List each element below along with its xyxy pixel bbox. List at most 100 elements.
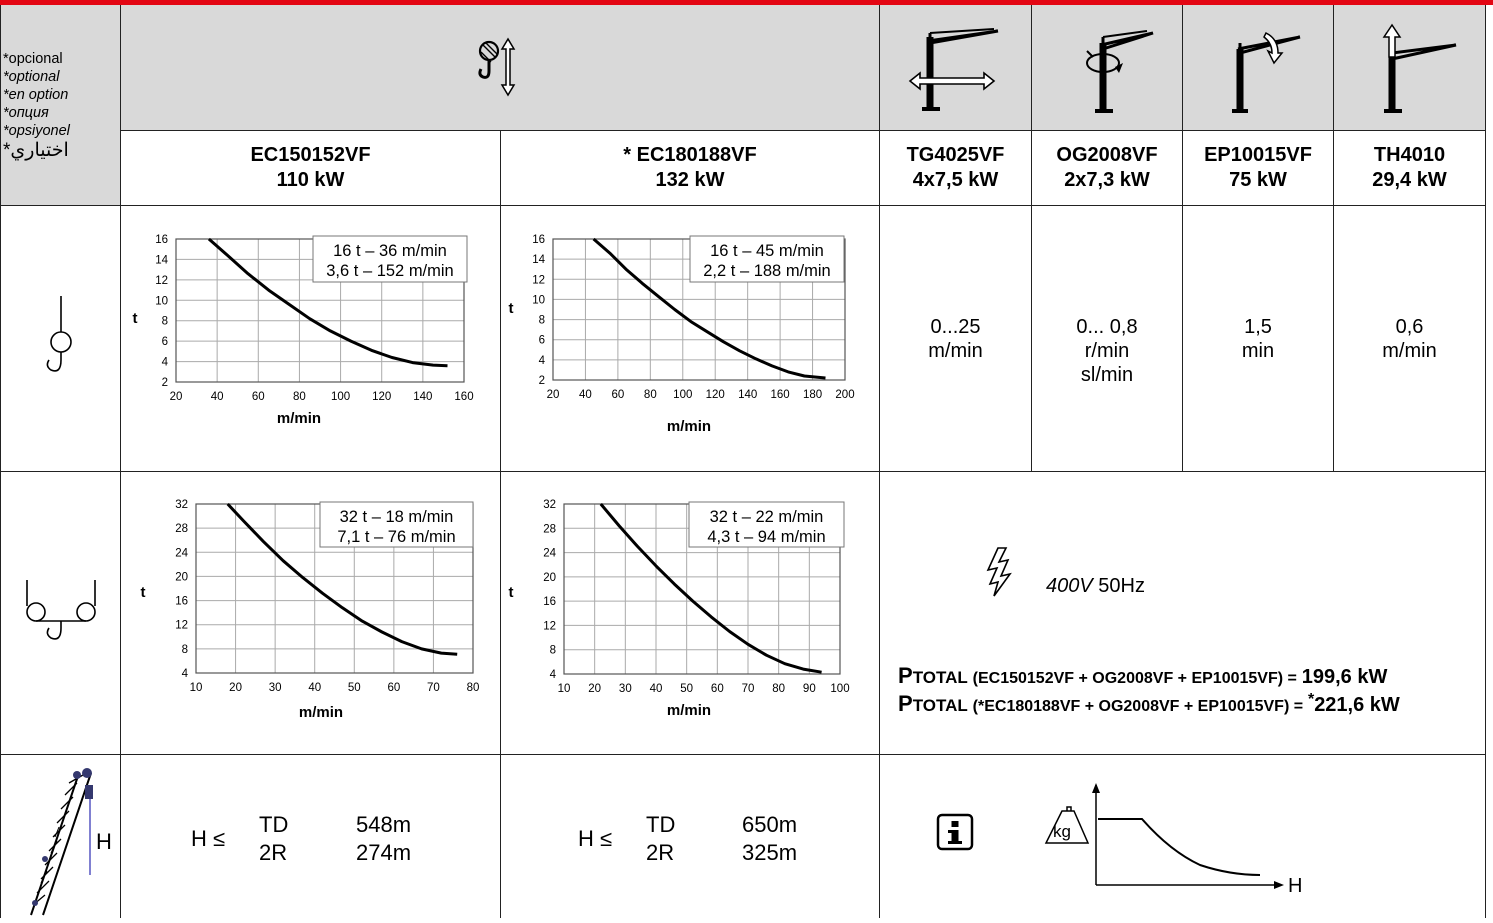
- legend-entry: 3,6 t – 152 m/min: [326, 262, 453, 280]
- motor-name: EC150152VF: [250, 144, 371, 166]
- x-tick-label: 100: [331, 391, 350, 403]
- y-tick-label: 8: [162, 316, 168, 328]
- y-tick-label: 28: [175, 523, 188, 535]
- language-cell: *opcional *optional *en option *опция *o…: [0, 5, 121, 206]
- y-tick-label: 16: [532, 234, 545, 246]
- speed-cell-4: 0,6 m/min: [1334, 206, 1486, 472]
- motor-power: 110 kW: [276, 169, 345, 191]
- speed-unit: min: [1241, 339, 1275, 362]
- optional-tr: *opsiyonel: [3, 123, 70, 139]
- frequency: 50Hz: [1098, 575, 1145, 597]
- x-tick-label: 160: [771, 389, 790, 401]
- x-tick-label: 40: [211, 391, 224, 403]
- x-tick-label: 10: [558, 683, 571, 695]
- y-tick-label: 12: [532, 274, 545, 286]
- x-tick-label: 80: [293, 391, 306, 403]
- height-prefix: H ≤: [191, 826, 226, 851]
- optional-legend: *opcional *optional *en option *опция *o…: [3, 50, 119, 160]
- y-tick-label: 24: [543, 548, 556, 560]
- optional-ru: *опция: [3, 105, 49, 121]
- x-tick-label: 20: [588, 683, 601, 695]
- accent-bar: [0, 0, 1493, 5]
- legend-entry: 16 t – 45 m/min: [710, 242, 824, 260]
- power-cell: 400V 50Hz: [880, 472, 1486, 755]
- y-tick-label: 32: [175, 499, 188, 511]
- height-value-td: 650m: [742, 812, 798, 837]
- y-tick-label: 12: [175, 620, 188, 632]
- single-fall-cell: [0, 206, 121, 472]
- height-value-2r: 274m: [356, 840, 412, 865]
- motor-power: 29,4 kW: [1372, 169, 1447, 191]
- crane-jib-luffing-icon: [1232, 31, 1301, 113]
- slewing-header: [1032, 5, 1183, 131]
- hoist-chart-double-1: 10 20 30 40 50 60 70 80 4 8 12 16 20 24 28 32 32 t – 18 …: [141, 499, 480, 721]
- y-tick-label: 20: [543, 572, 556, 584]
- x-tick-label: 100: [673, 389, 692, 401]
- speed-unit-alt: sl/min: [1080, 363, 1134, 386]
- x-tick-label: 40: [650, 683, 663, 695]
- optional-fr: *en option: [3, 87, 69, 103]
- motor-header-4: OG2008VF 2x7,3 kW: [1032, 131, 1183, 206]
- y-tick-label: 4: [550, 669, 557, 681]
- optional-es: *opcional: [3, 51, 63, 67]
- x-tick-label: 100: [830, 683, 849, 695]
- trolley-header: [880, 5, 1032, 131]
- x-tick-label: 20: [229, 682, 242, 694]
- speed-cell-3: 1,5 min: [1183, 206, 1334, 472]
- y-tick-label: 28: [543, 523, 556, 535]
- axis-label-h: H: [1288, 875, 1302, 897]
- y-axis-label: t: [509, 300, 514, 317]
- x-tick-label: 80: [772, 683, 785, 695]
- hook-up-down-arrow-icon: [478, 37, 516, 96]
- travel-header: [1334, 5, 1486, 131]
- x-tick-label: 140: [738, 389, 757, 401]
- crane-vertical-arrow-icon: [1382, 23, 1456, 113]
- height-label-2r: 2R: [259, 840, 288, 865]
- x-tick-label: 50: [680, 683, 693, 695]
- x-axis-label: m/min: [277, 410, 321, 427]
- x-tick-label: 40: [579, 389, 592, 401]
- luffing-header: [1183, 5, 1334, 131]
- y-tick-label: 16: [175, 596, 188, 608]
- y-tick-label: 4: [539, 355, 546, 367]
- legend-entry: 32 t – 22 m/min: [710, 508, 824, 526]
- motor-header-1: EC150152VF 110 kW: [121, 131, 501, 206]
- speed-cell-2: 0... 0,8 r/min sl/min: [1032, 206, 1183, 472]
- y-tick-label: 20: [175, 571, 188, 583]
- x-tick-label: 120: [706, 389, 725, 401]
- y-tick-label: 14: [155, 254, 168, 266]
- x-tick-label: 20: [170, 391, 183, 403]
- hoist-chart-single-1: 20 40 60 80 100 120 140 160 2 4 6 8 10 12 14 16 16 t – 3…: [133, 234, 474, 427]
- legend-entry: 7,1 t – 76 m/min: [337, 528, 455, 546]
- y-tick-label: 24: [175, 547, 188, 559]
- speed-value: 0... 0,8: [1076, 315, 1138, 338]
- y-tick-label: 10: [155, 295, 168, 307]
- motor-power: 2x7,3 kW: [1064, 169, 1150, 191]
- power-supply: 400V 50Hz: [1046, 575, 1145, 598]
- speed-unit: m/min: [928, 339, 983, 362]
- height-label: H: [96, 829, 112, 854]
- x-tick-label: 140: [413, 391, 432, 403]
- legend-entry: 2,2 t – 188 m/min: [703, 262, 830, 280]
- x-tick-label: 10: [190, 682, 203, 694]
- height-cell-2: H ≤ TD 2R 650m 325m: [501, 755, 880, 918]
- x-tick-label: 120: [372, 391, 391, 403]
- ptotal-line-1: PTOTAL (EC150152VF + OG2008VF + EP10015V…: [898, 663, 1388, 688]
- y-tick-label: 8: [182, 644, 188, 656]
- y-tick-label: 6: [539, 335, 545, 347]
- height-icon-cell: H: [0, 755, 121, 918]
- legend-entry: 16 t – 36 m/min: [333, 242, 447, 260]
- speed-unit: m/min: [1382, 339, 1437, 362]
- x-axis-label: m/min: [667, 702, 711, 719]
- legend-box: [312, 235, 468, 283]
- x-tick-label: 90: [803, 683, 816, 695]
- ptotal-line-2: PTOTAL (*EC180188VF + OG2008VF + EP10015…: [898, 691, 1400, 716]
- y-axis-label: t: [133, 310, 138, 327]
- chart-cell-1: 20 40 60 80 100 120 140 160 2 4 6 8 10 12 14 16 16 t – 3…: [121, 206, 501, 472]
- chart-cell-2: 20 40 60 80 100 120 140 160 180 200 2 4 6 8 10 12 14 16 16…: [501, 206, 880, 472]
- x-tick-label: 40: [308, 682, 321, 694]
- x-tick-label: 180: [803, 389, 822, 401]
- weight-label: kg: [1053, 822, 1071, 841]
- info-icon: [936, 813, 974, 851]
- y-axis-label: t: [509, 584, 514, 601]
